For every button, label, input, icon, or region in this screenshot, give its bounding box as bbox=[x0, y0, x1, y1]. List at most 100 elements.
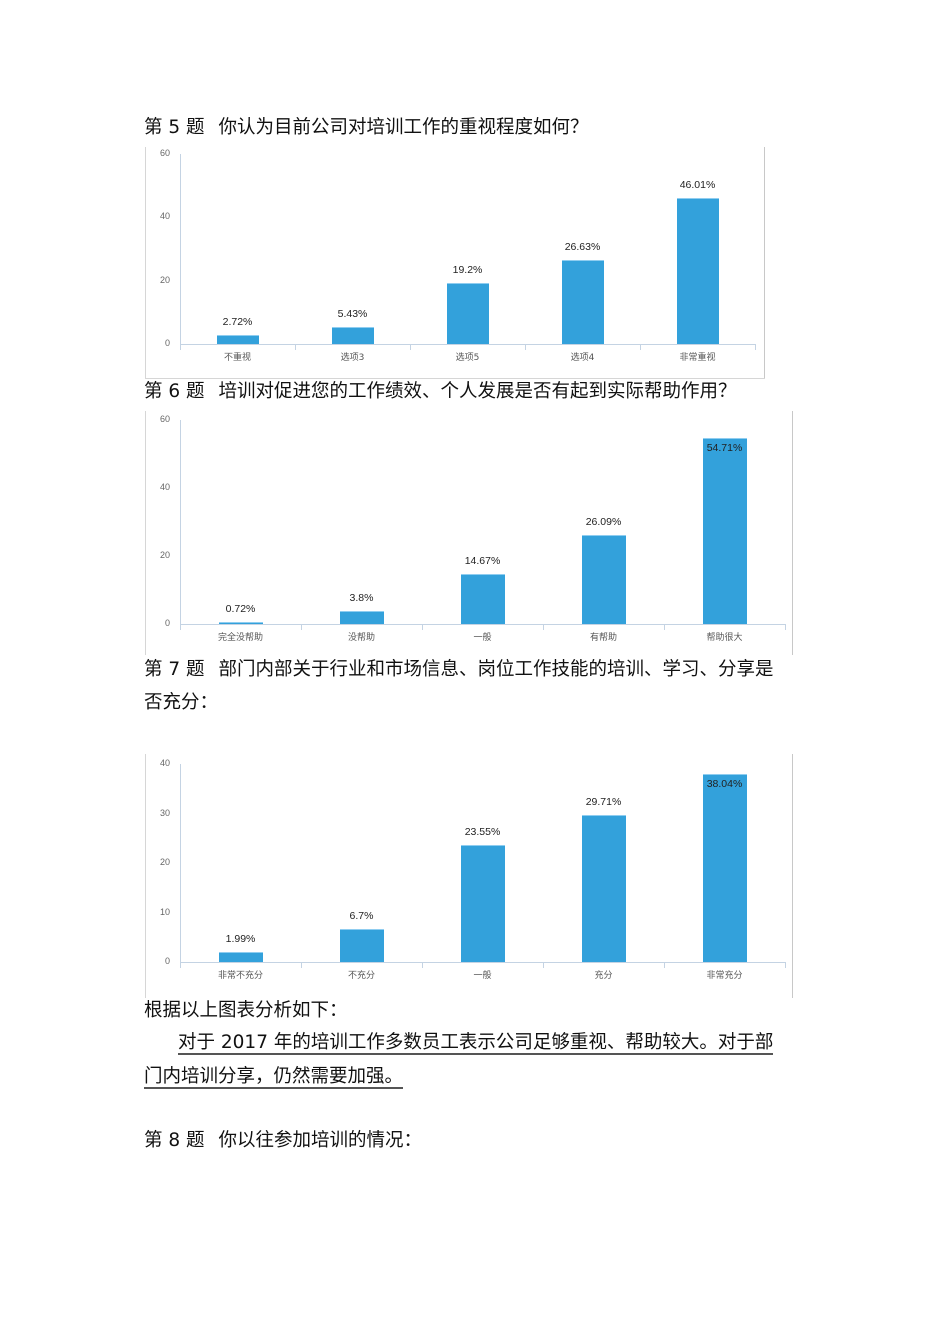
category-label: 完全没帮助 bbox=[217, 633, 263, 643]
bar bbox=[460, 574, 505, 624]
chart-frame-right bbox=[792, 754, 793, 998]
y-tick-label: 40 bbox=[159, 758, 170, 768]
category-label: 没帮助 bbox=[347, 633, 375, 643]
question-text: 你以往参加培训的情况： bbox=[218, 1130, 423, 1151]
bar-value-label: 0.72% bbox=[225, 602, 256, 615]
category-label: 一般 bbox=[473, 971, 492, 981]
category-label: 一般 bbox=[473, 633, 492, 643]
bar-value-label: 46.01% bbox=[679, 179, 716, 192]
bar-value-label: 29.71% bbox=[585, 795, 622, 808]
x-tick bbox=[755, 344, 756, 350]
y-tick-label: 0 bbox=[164, 338, 170, 348]
bar-value-label: 26.09% bbox=[585, 516, 622, 529]
y-tick-label: 0 bbox=[164, 618, 170, 628]
chart-q5-importance: 0 20 40 60 2.72% 不重视 5.43% 选项3 19.2% 选项5 26.63% 选项4… bbox=[145, 147, 765, 379]
bar-value-label: 5.43% bbox=[337, 307, 368, 320]
bar-value-label: 14.67% bbox=[464, 555, 501, 568]
bar-value-label: 23.55% bbox=[464, 826, 501, 839]
x-tick bbox=[785, 624, 786, 630]
chart-frame bbox=[145, 754, 146, 998]
question-text-line2: 否充分： bbox=[144, 692, 219, 713]
category-label: 非常不充分 bbox=[217, 971, 263, 981]
chart-frame-right bbox=[764, 147, 765, 379]
bar bbox=[216, 335, 259, 344]
x-tick bbox=[543, 624, 544, 630]
chart-frame-right bbox=[792, 411, 793, 655]
y-tick-label: 60 bbox=[159, 148, 170, 158]
bar-value-label: 6.7% bbox=[349, 909, 374, 922]
bar-value-label: 54.71% bbox=[706, 441, 743, 454]
y-axis bbox=[180, 764, 181, 968]
x-tick bbox=[180, 624, 181, 630]
y-tick-label: 10 bbox=[159, 906, 170, 917]
question-text: 培训对促进您的工作绩效、个人发展是否有起到实际帮助作用？ bbox=[218, 381, 737, 402]
bar bbox=[581, 535, 626, 624]
bar-value-label: 2.72% bbox=[222, 316, 253, 329]
bar-value-label: 19.2% bbox=[452, 264, 483, 277]
bar bbox=[446, 283, 489, 344]
chart-frame bbox=[145, 147, 146, 379]
bar-value-label: 26.63% bbox=[564, 240, 601, 253]
bar bbox=[676, 198, 719, 344]
x-tick bbox=[664, 962, 665, 968]
question-8-title: 第 8 题你以往参加培训的情况： bbox=[144, 1124, 422, 1157]
question-text: 你认为目前公司对培训工作的重视程度如何？ bbox=[218, 117, 589, 138]
category-label: 不重视 bbox=[223, 353, 251, 363]
bar-value-label: 38.04% bbox=[706, 777, 743, 790]
question-text-line1: 部门内部关于行业和市场信息、岗位工作技能的培训、学习、分享是 bbox=[218, 659, 774, 680]
category-label: 选项4 bbox=[570, 353, 595, 363]
bar bbox=[339, 928, 384, 962]
analysis-line-1: 对于 2017 年的培训工作多数员工表示公司足够重视、帮助较大。对于部 bbox=[144, 1026, 774, 1059]
bar bbox=[218, 952, 263, 962]
x-axis bbox=[180, 624, 785, 625]
question-number: 第 5 题 bbox=[144, 117, 205, 138]
y-tick-label: 0 bbox=[164, 956, 170, 966]
chart-frame-bottom bbox=[145, 378, 765, 379]
x-tick bbox=[640, 344, 641, 350]
category-label: 充分 bbox=[594, 971, 613, 981]
category-label: 非常重视 bbox=[679, 353, 716, 363]
bar-value-label: 3.8% bbox=[349, 592, 374, 605]
y-tick-label: 20 bbox=[159, 857, 170, 867]
x-tick bbox=[301, 962, 302, 968]
category-label: 有帮助 bbox=[589, 633, 617, 643]
question-5-title: 第 5 题你认为目前公司对培训工作的重视程度如何？ bbox=[144, 111, 589, 144]
analysis-text-1: 对于 2017 年的培训工作多数员工表示公司足够重视、帮助较大。对于部 bbox=[178, 1032, 774, 1055]
question-number: 第 8 题 bbox=[144, 1130, 205, 1151]
bar bbox=[460, 845, 505, 962]
question-7-title-cont: 否充分： bbox=[144, 686, 218, 719]
y-tick-label: 40 bbox=[159, 211, 170, 222]
y-tick-label: 30 bbox=[159, 807, 170, 818]
bar bbox=[339, 611, 384, 624]
x-tick bbox=[525, 344, 526, 350]
y-axis bbox=[180, 420, 181, 630]
bar bbox=[561, 259, 604, 344]
x-axis bbox=[180, 962, 785, 963]
question-number: 第 7 题 bbox=[144, 659, 205, 680]
bar bbox=[331, 326, 374, 344]
analysis-line-2: 门内培训分享，仍然需要加强。 bbox=[144, 1060, 404, 1093]
x-axis bbox=[180, 344, 755, 345]
x-tick bbox=[785, 962, 786, 968]
question-number: 第 6 题 bbox=[144, 381, 205, 402]
question-6-title: 第 6 题培训对促进您的工作绩效、个人发展是否有起到实际帮助作用？ bbox=[144, 375, 737, 408]
analysis-text-2: 门内培训分享，仍然需要加强。 bbox=[144, 1066, 404, 1089]
analysis-heading: 根据以上图表分析如下： bbox=[144, 1000, 348, 1021]
bar bbox=[218, 621, 263, 624]
bar-value-label: 1.99% bbox=[225, 933, 256, 946]
x-tick bbox=[180, 344, 181, 350]
x-tick bbox=[543, 962, 544, 968]
x-tick bbox=[422, 624, 423, 630]
y-tick-label: 20 bbox=[159, 274, 170, 285]
category-label: 选项3 bbox=[340, 353, 365, 363]
y-tick-label: 60 bbox=[159, 414, 170, 424]
y-tick-label: 40 bbox=[159, 482, 170, 492]
x-tick bbox=[180, 962, 181, 968]
x-tick bbox=[410, 344, 411, 350]
question-7-title: 第 7 题部门内部关于行业和市场信息、岗位工作技能的培训、学习、分享是 bbox=[144, 653, 774, 686]
chart-frame bbox=[145, 411, 146, 655]
category-label: 帮助很大 bbox=[706, 633, 743, 643]
x-tick bbox=[664, 624, 665, 630]
bar bbox=[702, 773, 747, 962]
bar bbox=[702, 437, 747, 624]
